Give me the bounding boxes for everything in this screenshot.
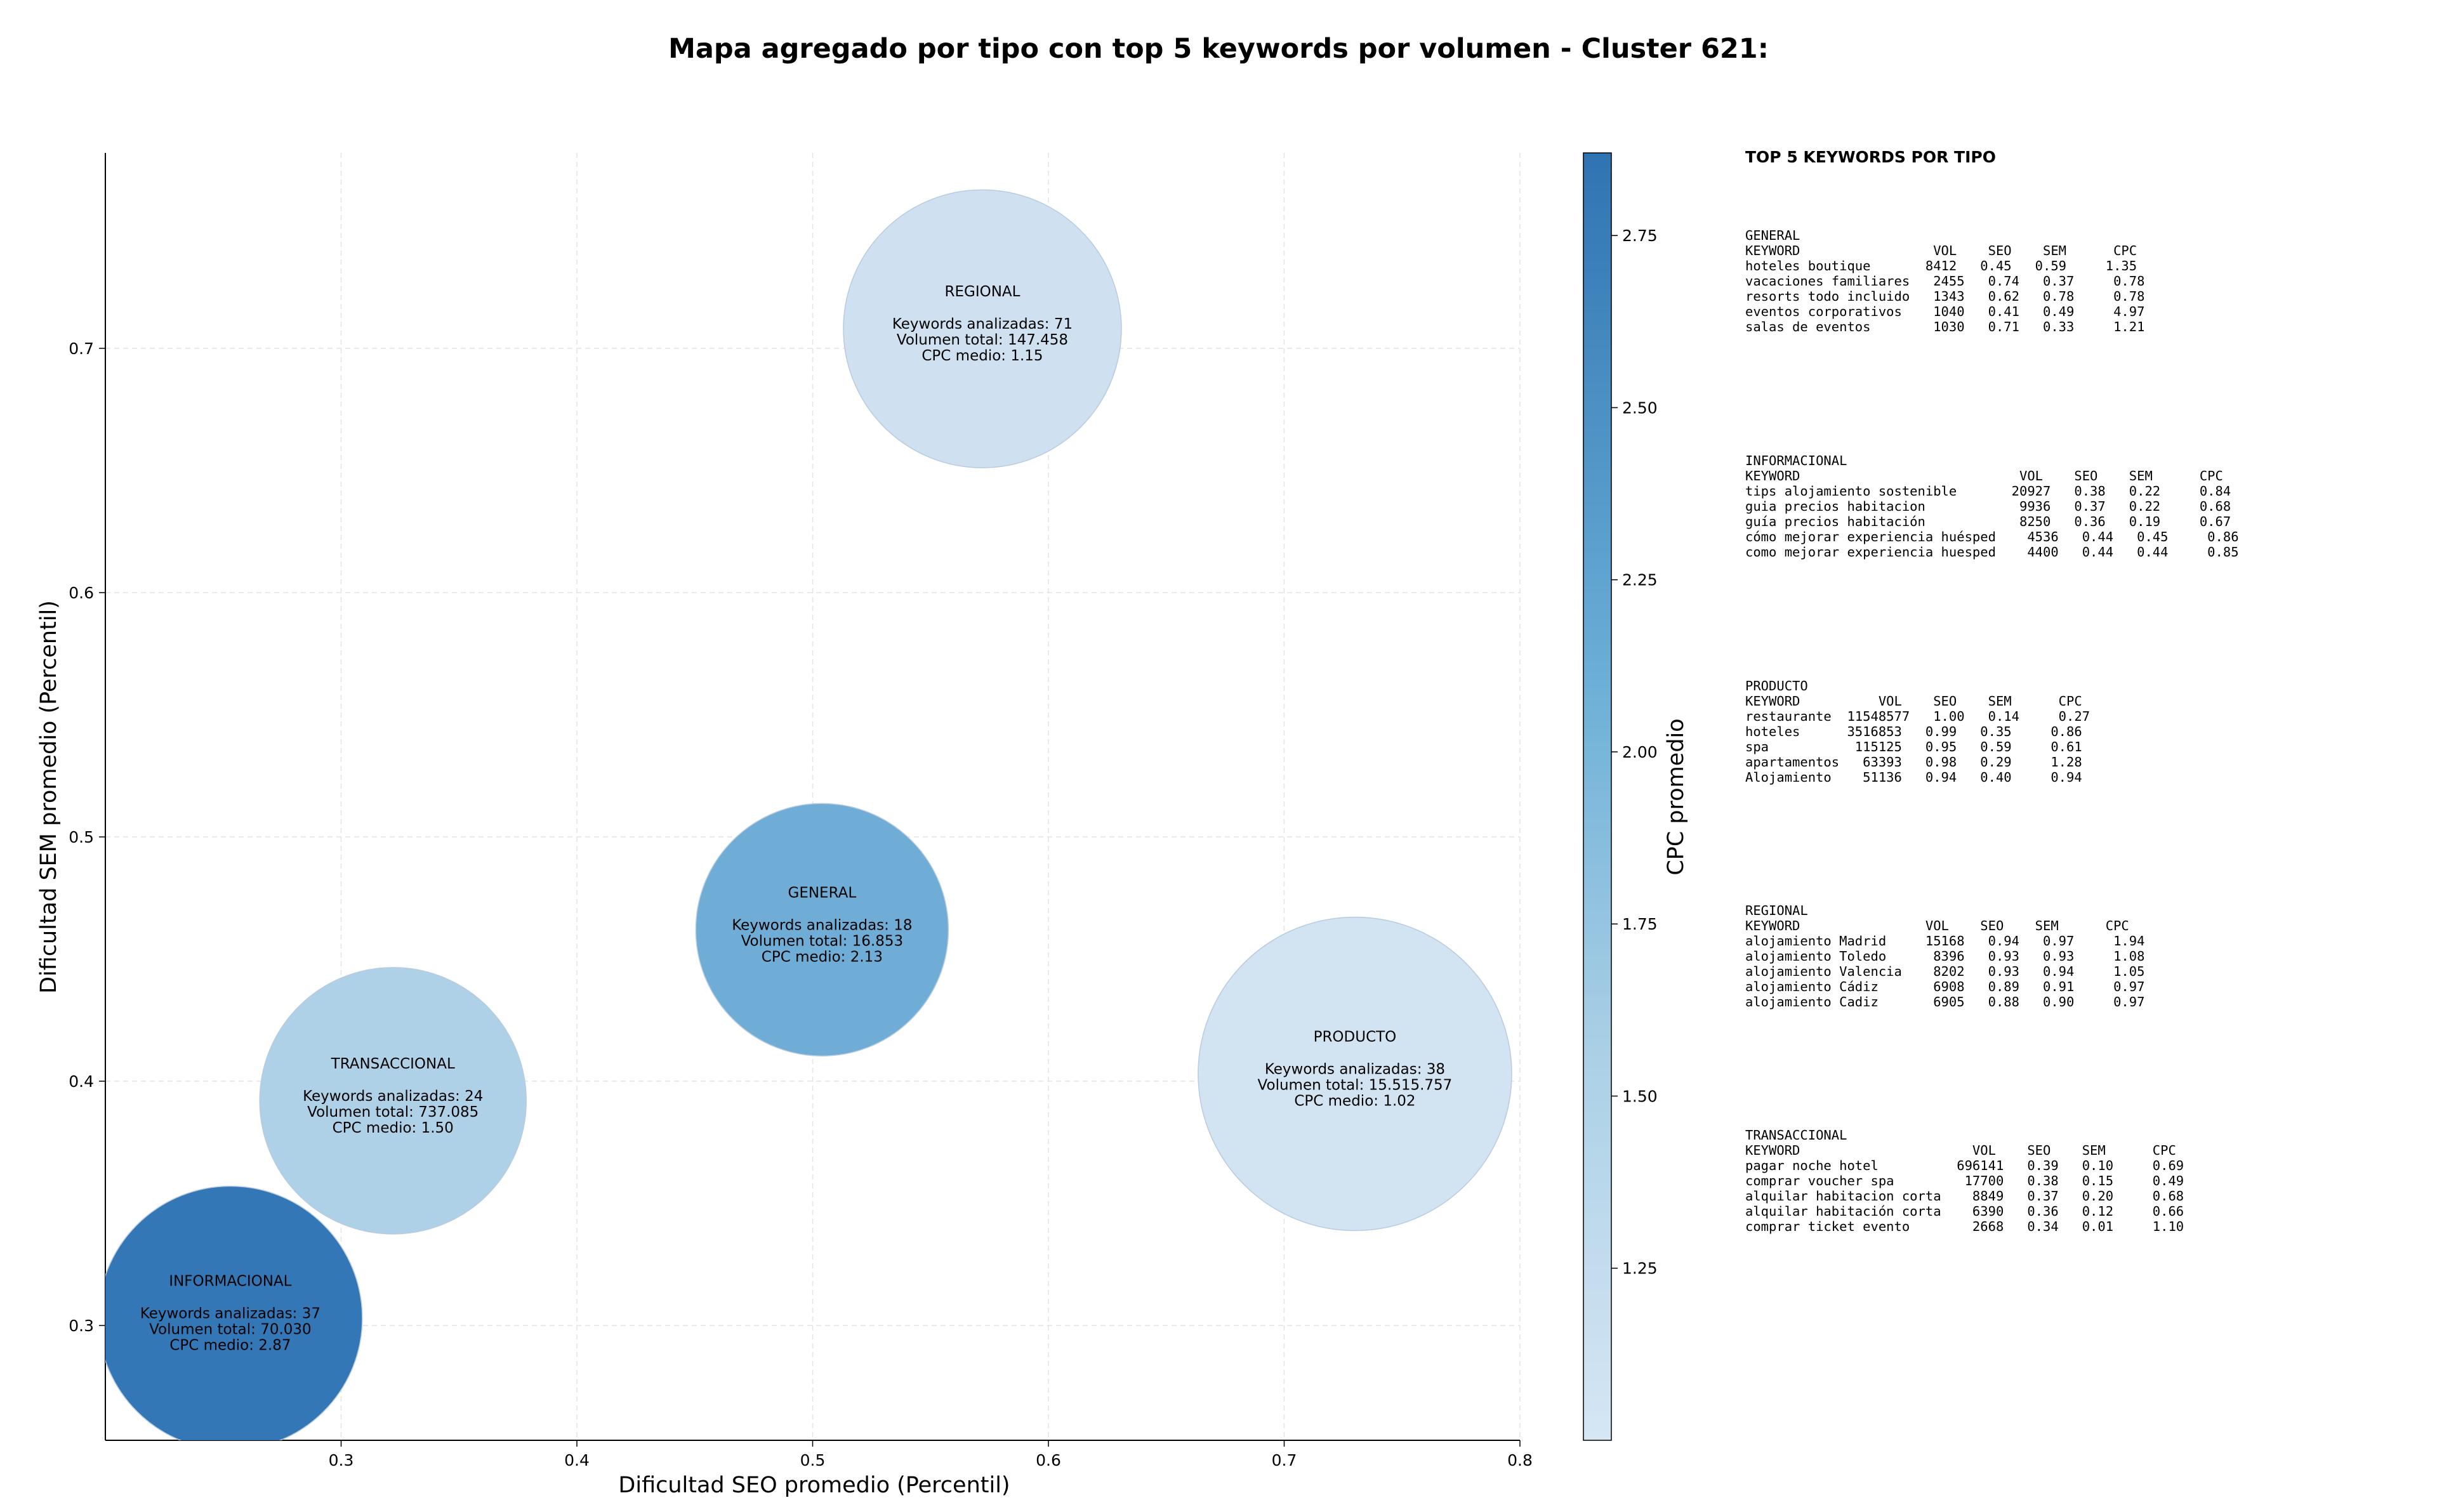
- keyword-row: apartamentos 63393 0.98 0.29 1.28: [1745, 754, 2082, 770]
- keyword-row: alquilar habitacion corta 8849 0.37 0.20…: [1745, 1188, 2184, 1204]
- x-tick-label: 0.4: [564, 1451, 590, 1469]
- keyword-table-header: KEYWORD VOL SEO SEM CPC: [1745, 243, 2137, 258]
- colorbar-tick-label: 1.75: [1622, 915, 1658, 933]
- keyword-row: alojamiento Cádiz 6908 0.89 0.91 0.97: [1745, 979, 2145, 994]
- colorbar-tick-label: 1.50: [1622, 1087, 1658, 1105]
- keyword-row: Alojamiento 51136 0.94 0.40 0.94: [1745, 770, 2082, 785]
- keyword-block-producto: PRODUCTO KEYWORD VOL SEO SEM CPC restauran…: [1745, 678, 2090, 785]
- bubble-label-cpc-line: CPC medio: 2.13: [762, 949, 883, 965]
- keyword-row: pagar noche hotel 696141 0.39 0.10 0.69: [1745, 1158, 2184, 1173]
- bubble-label-name: TRANSACCIONAL: [331, 1056, 455, 1072]
- keyword-row: salas de eventos 1030 0.71 0.33 1.21: [1745, 319, 2145, 334]
- keyword-table-header: KEYWORD VOL SEO SEM CPC: [1745, 1143, 2176, 1158]
- chart-title: Mapa agregado por tipo con top 5 keyword…: [668, 33, 1769, 65]
- colorbar-tick-label: 2.75: [1622, 227, 1658, 245]
- y-tick-label: 0.5: [69, 828, 94, 846]
- keyword-row: resorts todo incluido 1343 0.62 0.78 0.7…: [1745, 289, 2145, 304]
- y-tick-label: 0.4: [69, 1072, 94, 1091]
- bubble-label-cpc-line: CPC medio: 1.15: [921, 348, 1043, 364]
- colorbar-tick-label: 2.25: [1622, 571, 1658, 589]
- x-tick-label: 0.5: [800, 1451, 826, 1469]
- bubble-label-keywords-line: Keywords analizadas: 18: [732, 917, 912, 933]
- keyword-row: como mejorar experiencia huesped 4400 0.…: [1745, 544, 2239, 560]
- y-tick-label: 0.7: [69, 339, 94, 358]
- keyword-row: tips alojamiento sostenible 20927 0.38 0…: [1745, 483, 2231, 499]
- keyword-row: guía precios habitación 8250 0.36 0.19 0…: [1745, 514, 2231, 529]
- top-keywords-panel: TOP 5 KEYWORDS POR TIPO GENERAL KEYWORD V…: [1745, 148, 2424, 1234]
- x-tick-label: 0.7: [1272, 1451, 1297, 1469]
- bubble-label-volume-line: Volumen total: 147.458: [897, 332, 1068, 348]
- bubble-label-cpc-line: CPC medio: 1.50: [333, 1120, 454, 1136]
- colorbar: 1.25 1.50 1.75 2.00 2.25 2.50 2.75: [1583, 152, 1658, 1441]
- bubble-label-volume-line: Volumen total: 70.030: [149, 1321, 312, 1338]
- bubble-label-volume-line: Volumen total: 15.515.757: [1258, 1077, 1453, 1093]
- bubble-label-cpc-line: CPC medio: 2.87: [169, 1337, 291, 1353]
- keyword-block-general: GENERAL KEYWORD VOL SEO SEM CPC hoteles bo…: [1745, 228, 2144, 334]
- keyword-row: guia precios habitacion 9936 0.37 0.22 0…: [1745, 499, 2231, 514]
- keyword-row: alojamiento Cadiz 6905 0.88 0.90 0.97: [1745, 994, 2145, 1009]
- keyword-block-informacional: INFORMACIONAL KEYWORD VOL SEO SEM CPC tips…: [1745, 453, 2239, 560]
- keyword-row: comprar voucher spa 17700 0.38 0.15 0.49: [1745, 1173, 2184, 1188]
- bubble-label-keywords-line: Keywords analizadas: 71: [892, 316, 1073, 332]
- bubble-label-name: REGIONAL: [944, 284, 1020, 300]
- x-tick-label: 0.3: [329, 1451, 354, 1469]
- bubble-informacional: [105, 1185, 363, 1440]
- bubble-label-keywords-line: Keywords analizadas: 24: [303, 1088, 483, 1105]
- keyword-row: spa 115125 0.95 0.59 0.61: [1745, 739, 2082, 754]
- keyword-row: hoteles boutique 8412 0.45 0.59 1.35: [1745, 258, 2137, 273]
- colorbar-tick-label: 2.00: [1622, 743, 1658, 761]
- keyword-row: comprar ticket evento 2668 0.34 0.01 1.1…: [1745, 1219, 2184, 1234]
- keyword-row: alojamiento Valencia 8202 0.93 0.94 1.05: [1745, 964, 2145, 979]
- keyword-table-header: KEYWORD VOL SEO SEM CPC: [1745, 918, 2129, 933]
- y-tick-label: 0.6: [69, 584, 94, 602]
- bubble-label-name: INFORMACIONAL: [169, 1273, 291, 1289]
- y-axis-label: Dificultad SEM promedio (Percentil): [36, 600, 62, 994]
- keyword-row: hoteles 3516853 0.99 0.35 0.86: [1745, 724, 2082, 739]
- keyword-block-regional: REGIONAL KEYWORD VOL SEO SEM CPC alojamien…: [1745, 903, 2144, 1009]
- colorbar-tick-label: 2.50: [1622, 398, 1658, 417]
- bubble-label-cpc-line: CPC medio: 1.02: [1294, 1093, 1415, 1109]
- x-axis-label: Dificultad SEO promedio (Percentil): [618, 1473, 1010, 1498]
- bubble-transaccional: [259, 967, 527, 1235]
- bubble-label-volume-line: Volumen total: 737.085: [307, 1104, 479, 1121]
- colorbar-label: CPC promedio: [1663, 718, 1689, 875]
- axes: 0.3 0.4 0.5 0.6 0.7 0.8 0.3 0.4 0.5 0.6 0.7: [69, 153, 1533, 1469]
- keyword-row: alojamiento Madrid 15168 0.94 0.97 1.94: [1745, 933, 2145, 949]
- bubble-label-name: GENERAL: [788, 884, 857, 901]
- keyword-row: cómo mejorar experiencia huésped 4536 0.…: [1745, 529, 2239, 544]
- bubble-label-keywords-line: Keywords analizadas: 38: [1265, 1061, 1445, 1077]
- x-tick-label: 0.8: [1507, 1451, 1533, 1469]
- keyword-block-type: PRODUCTO: [1745, 678, 1808, 694]
- colorbar-tick-label: 1.25: [1622, 1259, 1658, 1278]
- keyword-row: alquilar habitación corta 6390 0.36 0.12…: [1745, 1204, 2184, 1219]
- keyword-block-transaccional: TRANSACCIONAL KEYWORD VOL SEO SEM CPC paga…: [1745, 1127, 2184, 1234]
- keyword-block-type: TRANSACCIONAL: [1745, 1127, 1847, 1143]
- keyword-table-header: KEYWORD VOL SEO SEM CPC: [1745, 468, 2223, 483]
- top-keywords-title: TOP 5 KEYWORDS POR TIPO: [1745, 148, 1996, 166]
- bubble-label-name: PRODUCTO: [1314, 1029, 1397, 1045]
- keyword-row: restaurante 11548577 1.00 0.14 0.27: [1745, 709, 2090, 724]
- bubble-label-volume-line: Volumen total: 16.853: [741, 933, 904, 949]
- keyword-block-type: INFORMACIONAL: [1745, 453, 1847, 468]
- colorbar-gradient: [1583, 152, 1612, 1441]
- x-tick-label: 0.6: [1036, 1451, 1061, 1469]
- keyword-row: vacaciones familiares 2455 0.74 0.37 0.7…: [1745, 273, 2145, 289]
- bubble-label-keywords-line: Keywords analizadas: 37: [140, 1305, 320, 1322]
- keyword-table-header: KEYWORD VOL SEO SEM CPC: [1745, 694, 2082, 709]
- y-tick-label: 0.3: [69, 1317, 94, 1335]
- keyword-block-type: GENERAL: [1745, 228, 1800, 243]
- keyword-block-type: REGIONAL: [1745, 903, 1808, 918]
- keyword-row: eventos corporativos 1040 0.41 0.49 4.97: [1745, 304, 2145, 319]
- bubble-general: [695, 803, 949, 1057]
- keyword-row: alojamiento Toledo 8396 0.93 0.93 1.08: [1745, 949, 2145, 964]
- bubble-regional: [843, 189, 1122, 468]
- bubble-producto: [1198, 916, 1512, 1232]
